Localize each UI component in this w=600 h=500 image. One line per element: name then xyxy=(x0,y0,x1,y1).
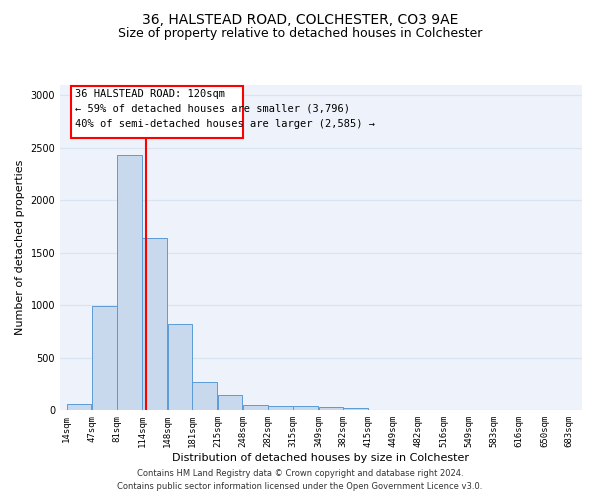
Text: Contains HM Land Registry data © Crown copyright and database right 2024.: Contains HM Land Registry data © Crown c… xyxy=(137,468,463,477)
X-axis label: Distribution of detached houses by size in Colchester: Distribution of detached houses by size … xyxy=(173,452,470,462)
Bar xyxy=(243,406,268,410)
Bar xyxy=(293,406,318,410)
Bar xyxy=(118,155,142,410)
Bar xyxy=(142,238,167,410)
FancyBboxPatch shape xyxy=(71,86,242,139)
Bar xyxy=(67,404,91,410)
Bar xyxy=(168,324,192,410)
Bar xyxy=(193,382,217,410)
Bar xyxy=(343,408,368,410)
Text: Contains public sector information licensed under the Open Government Licence v3: Contains public sector information licen… xyxy=(118,482,482,491)
Text: 36, HALSTEAD ROAD, COLCHESTER, CO3 9AE: 36, HALSTEAD ROAD, COLCHESTER, CO3 9AE xyxy=(142,12,458,26)
Bar xyxy=(268,406,293,410)
Bar xyxy=(92,306,117,410)
Text: 36 HALSTEAD ROAD: 120sqm
← 59% of detached houses are smaller (3,796)
40% of sem: 36 HALSTEAD ROAD: 120sqm ← 59% of detach… xyxy=(75,89,375,129)
Bar xyxy=(319,408,343,410)
Y-axis label: Number of detached properties: Number of detached properties xyxy=(15,160,25,335)
Text: Size of property relative to detached houses in Colchester: Size of property relative to detached ho… xyxy=(118,28,482,40)
Bar xyxy=(218,396,242,410)
